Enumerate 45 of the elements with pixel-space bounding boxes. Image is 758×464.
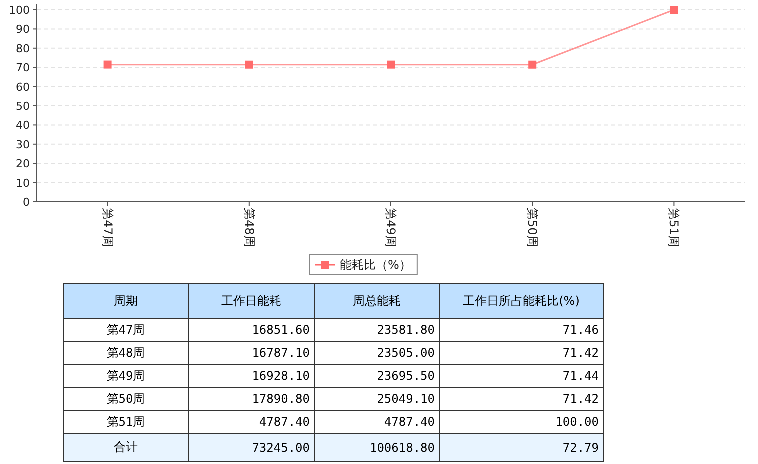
- y-tick-label: 100: [9, 4, 30, 17]
- text: 23505.00: [314, 342, 440, 364]
- y-tick-label: 90: [16, 23, 30, 36]
- y-tick-label: 0: [23, 196, 30, 209]
- text: 4787.40: [188, 410, 314, 434]
- x-tick-label: 第51周: [667, 208, 682, 248]
- text: 73245.00: [188, 434, 314, 462]
- category-label: 第48周: [106, 346, 146, 360]
- text: 71.44: [440, 364, 604, 388]
- y-tick-label: 70: [16, 62, 30, 75]
- text: 17890.80: [188, 388, 314, 410]
- text: 71.42: [440, 388, 604, 410]
- y-tick-label: 60: [16, 80, 30, 94]
- text: 72.79: [440, 434, 604, 462]
- category-label: 第50周: [106, 392, 146, 406]
- text: 16928.10: [188, 364, 314, 388]
- text: 16851.60: [188, 318, 314, 342]
- text: 71.42: [440, 342, 604, 364]
- y-tick-label: 10: [16, 176, 30, 190]
- x-tick-label: 第49周: [384, 208, 398, 248]
- text: 23581.80: [314, 318, 440, 342]
- text: 周期: [64, 284, 188, 318]
- category-label: 第47周: [106, 322, 146, 336]
- y-tick-label: 30: [16, 138, 30, 152]
- category-label: 第49周: [106, 368, 146, 382]
- text: 25049.10: [314, 388, 440, 410]
- text: 周总能耗: [314, 284, 440, 318]
- text: 100.00: [440, 410, 604, 434]
- y-tick-label: 50: [16, 100, 30, 113]
- text: 71.46: [440, 318, 604, 342]
- x-tick-label: 第50周: [526, 208, 540, 248]
- text: 16787.10: [188, 342, 314, 364]
- text: 工作日所占能耗比(%): [440, 284, 604, 318]
- category-label: 第51周: [106, 414, 146, 428]
- text: 合计: [64, 434, 188, 462]
- legend-label: 能耗比（%）: [340, 258, 412, 272]
- text: 100618.80: [314, 434, 440, 462]
- x-tick-label: 第48周: [242, 208, 256, 248]
- y-tick-label: 20: [16, 158, 30, 171]
- y-tick-label: 80: [16, 42, 30, 56]
- x-tick-label: 第47周: [100, 208, 115, 248]
- text: 23695.50: [314, 364, 440, 388]
- text: 工作日能耗: [188, 284, 314, 318]
- text: 4787.40: [314, 410, 440, 434]
- y-tick-label: 40: [16, 119, 30, 132]
